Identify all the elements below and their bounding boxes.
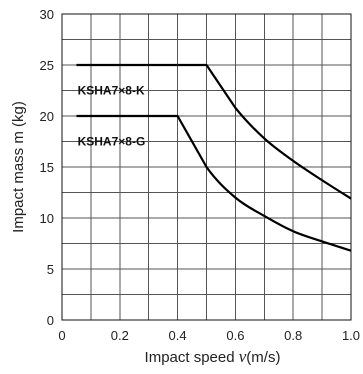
series-annotations: KSHA7×8-K KSHA7×8-G <box>78 84 146 149</box>
x-tick-label: 0.8 <box>284 328 302 343</box>
x-tick-label: 1.0 <box>342 328 360 343</box>
y-tick-label: 15 <box>40 160 54 175</box>
x-axis-label-variable: v <box>239 347 247 366</box>
x-axis-label-unit: (m/s) <box>246 349 280 366</box>
series-label-2: KSHA7×8-G <box>78 135 146 149</box>
y-tick-label: 25 <box>40 58 54 73</box>
y-tick-label: 30 <box>40 7 54 22</box>
x-axis-label-text: Impact speed <box>145 349 239 366</box>
series-line-2 <box>76 114 352 252</box>
x-tick-label: 0.6 <box>226 328 244 343</box>
x-tick-label: 0.2 <box>111 328 129 343</box>
y-tick-label: 5 <box>47 262 54 277</box>
grid-lines <box>62 14 351 320</box>
series-lines <box>76 63 352 252</box>
series-line-1 <box>76 63 352 200</box>
y-tick-labels: 0 5 10 15 20 25 30 <box>40 7 54 328</box>
plot-frame <box>61 13 352 321</box>
y-tick-label: 20 <box>40 109 54 124</box>
x-tick-label: 0 <box>58 328 65 343</box>
series-label-1: KSHA7×8-K <box>78 84 145 98</box>
x-axis-label: Impact speed v(m/s) <box>145 347 281 366</box>
y-axis-label: Impact mass m (kg) <box>10 101 27 233</box>
y-tick-label: 10 <box>40 211 54 226</box>
x-tick-label: 0.4 <box>169 328 187 343</box>
x-tick-labels: 0 0.2 0.4 0.6 0.8 1.0 <box>58 328 360 343</box>
y-tick-label: 0 <box>47 313 54 328</box>
